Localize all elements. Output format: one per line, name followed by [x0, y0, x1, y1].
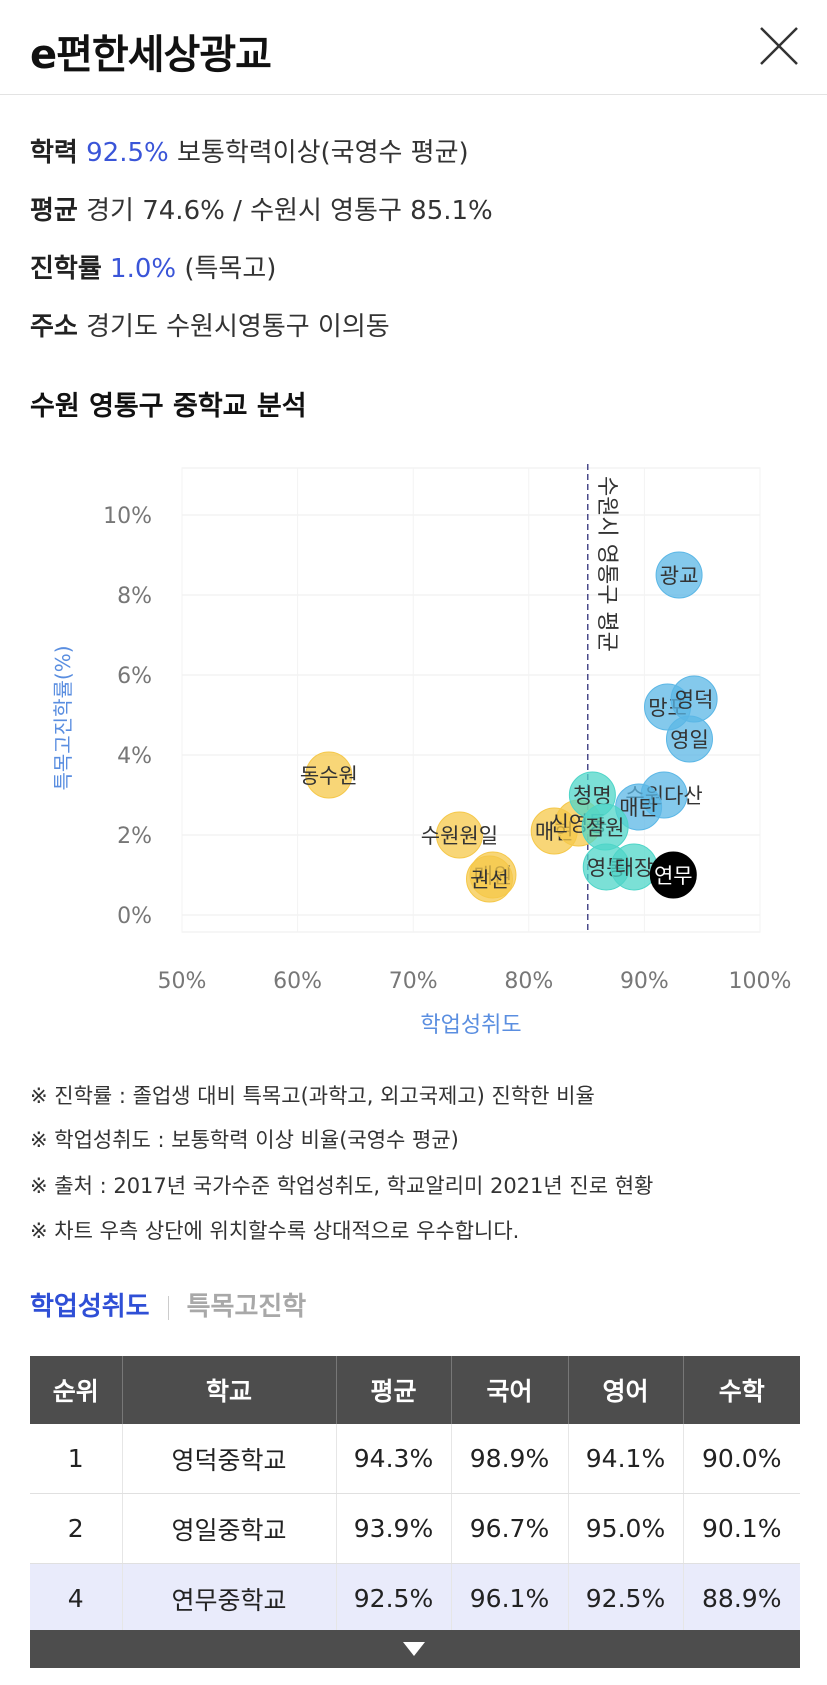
rate-desc: (특목고): [184, 254, 277, 284]
achievement-value: 92.5%: [86, 138, 169, 168]
data-label: 연무: [654, 864, 693, 888]
data-point: [465, 855, 513, 903]
note: ※ 학업성취도 : 보통학력 이상 비율(국영수 평균): [30, 1128, 459, 1152]
table-header-row: 순위 학교 평균 국어 영어 수학: [30, 1356, 800, 1424]
note: ※ 진학률 : 졸업생 대비 특목고(과학고, 외고국제고) 진학한 비율: [30, 1084, 595, 1108]
expand-button[interactable]: [30, 1630, 800, 1668]
x-tick-label: 100%: [729, 969, 792, 994]
cell-math: 90.0%: [683, 1424, 800, 1494]
rate-row: 진학률 1.0% (특목고): [30, 248, 810, 285]
tab-special-school[interactable]: 특목고진학: [186, 1292, 307, 1322]
scatter-chart: 0% 2% 4% 6% 8% 10% 50% 60% 70% 80% 90% 100% 학업성취도 특목고…: [51, 464, 792, 1038]
y-tick-label: 10%: [103, 504, 152, 529]
y-tick-label: 8%: [117, 584, 152, 609]
address-row: 주소 경기도 수원시영통구 이의동: [30, 306, 810, 343]
ranking-table: 순위 학교 평균 국어 영어 수학 1 영덕중학교 94.3% 98.9% 94…: [30, 1356, 800, 1634]
cell-korean: 98.9%: [451, 1424, 569, 1494]
achievement-desc: 보통학력이상(국영수 평균): [176, 138, 469, 168]
data-label: 잠원: [586, 816, 625, 840]
table-row[interactable]: 2 영일중학교 93.9% 96.7% 95.0% 90.1%: [30, 1493, 800, 1564]
note: ※ 출처 : 2017년 국가수준 학업성취도, 학교알리미 2021년 진로 …: [30, 1174, 654, 1198]
cell-math: 88.9%: [683, 1563, 800, 1634]
tab-achievement[interactable]: 학업성취도: [30, 1292, 150, 1322]
header-rank: 순위: [30, 1356, 123, 1424]
data-label: 태장: [615, 856, 654, 880]
header-school: 학교: [122, 1356, 337, 1424]
x-tick-label: 70%: [389, 969, 438, 994]
data-point: [665, 715, 713, 763]
cell-korean: 96.1%: [451, 1563, 569, 1634]
achievement-row: 학력 92.5% 보통학력이상(국영수 평균): [30, 132, 810, 169]
cell-average: 93.9%: [336, 1493, 452, 1564]
cell-average: 92.5%: [336, 1563, 452, 1634]
x-tick-label: 90%: [620, 969, 669, 994]
cell-school: 연무중학교: [122, 1563, 337, 1634]
rate-value: 1.0%: [110, 254, 177, 284]
reference-line-label: 수원시 영통구 평균: [594, 476, 619, 652]
cell-average: 94.3%: [336, 1424, 452, 1494]
data-label: 권선: [470, 868, 509, 892]
cell-english: 95.0%: [568, 1493, 684, 1564]
x-tick-label: 50%: [158, 969, 207, 994]
table-row-selected[interactable]: 4 연무중학교 92.5% 96.1% 92.5% 88.9%: [30, 1563, 800, 1634]
cell-rank: 1: [30, 1424, 123, 1494]
x-axis-label: 학업성취도: [420, 1013, 521, 1038]
data-point: [305, 751, 353, 799]
average-label: 평균: [30, 196, 78, 226]
address-value: 경기도 수원시영통구 이의동: [86, 312, 390, 342]
cell-math: 90.1%: [683, 1493, 800, 1564]
note: ※ 차트 우측 상단에 위치할수록 상대적으로 우수합니다.: [30, 1219, 520, 1243]
data-label: 광교: [660, 564, 699, 588]
cell-korean: 96.7%: [451, 1493, 569, 1564]
average-value: 경기 74.6% / 수원시 영통구 85.1%: [86, 196, 493, 226]
data-label: 수원원일: [421, 824, 498, 848]
cell-english: 92.5%: [568, 1563, 684, 1634]
data-label: 영일: [670, 728, 709, 752]
y-tick-label: 0%: [117, 904, 152, 929]
header-english: 영어: [568, 1356, 684, 1424]
rate-label: 진학률: [30, 254, 102, 284]
y-tick-label: 2%: [117, 824, 152, 849]
tab-divider: [167, 1295, 169, 1320]
y-axis-label: 특목고진학률(%): [51, 645, 75, 790]
data-point: [655, 551, 703, 599]
table-row[interactable]: 1 영덕중학교 94.3% 98.9% 94.1% 90.0%: [30, 1424, 800, 1494]
x-tick-label: 60%: [273, 969, 322, 994]
close-icon[interactable]: [757, 24, 801, 68]
cell-school: 영덕중학교: [122, 1424, 337, 1494]
data-label: 동수원: [300, 764, 358, 788]
tabs: 학업성취도 특목고진학: [30, 1286, 306, 1323]
cell-rank: 2: [30, 1493, 123, 1564]
header: e편한세상광교: [0, 0, 827, 95]
data-point: [435, 811, 483, 859]
data-label: 영덕: [675, 688, 714, 712]
cell-school: 영일중학교: [122, 1493, 337, 1564]
page-title: e편한세상광교: [30, 32, 272, 78]
header-korean: 국어: [451, 1356, 569, 1424]
average-row: 평균 경기 74.6% / 수원시 영통구 85.1%: [30, 190, 810, 227]
cell-rank: 4: [30, 1563, 123, 1634]
chevron-down-icon: [403, 1642, 425, 1656]
y-tick-label: 4%: [117, 744, 152, 769]
data-point: [649, 851, 697, 899]
y-tick-label: 6%: [117, 664, 152, 689]
header-math: 수학: [683, 1356, 800, 1424]
header-average: 평균: [336, 1356, 452, 1424]
achievement-label: 학력: [30, 138, 78, 168]
section-title: 수원 영통구 중학교 분석: [30, 391, 307, 422]
address-label: 주소: [30, 312, 78, 342]
cell-english: 94.1%: [568, 1424, 684, 1494]
x-tick-label: 80%: [504, 969, 553, 994]
